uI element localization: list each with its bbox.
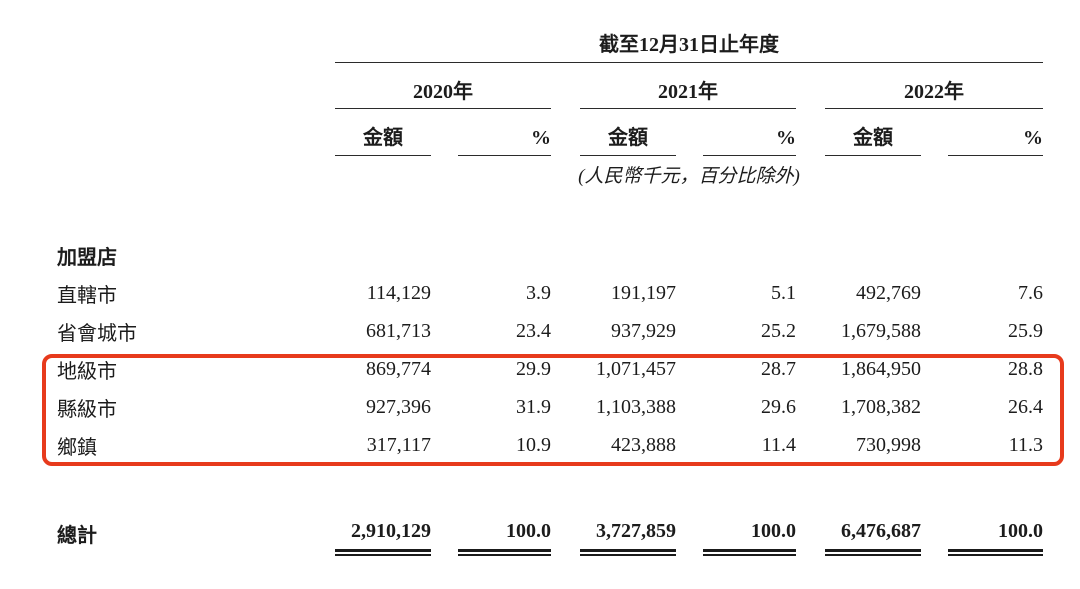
year-header-2021: 2021年 [580, 63, 796, 109]
pct-2020: 29.9 [516, 357, 551, 380]
total-pct-2021: 100.0 [703, 514, 796, 556]
amount-2020: 114,129 [366, 281, 431, 304]
table-header-years: 2020年 2021年 2022年 [40, 63, 1043, 109]
year-header-2020: 2020年 [335, 63, 551, 109]
section-header-row: 加盟店 [40, 236, 1043, 274]
pct-header-2021: % [703, 109, 796, 156]
section-label: 加盟店 [57, 246, 117, 269]
pct-2021: 29.6 [761, 395, 796, 418]
pct-header-2022: % [948, 109, 1043, 156]
table-row-highlighted: 地級市 869,774 29.9 1,071,457 28.7 1,864,95… [40, 350, 1043, 388]
total-pct-2020: 100.0 [458, 514, 551, 556]
pct-2021: 25.2 [761, 319, 796, 342]
amount-2022: 730,998 [856, 433, 921, 456]
pct-2020: 10.9 [516, 433, 551, 456]
table-row-highlighted: 縣級市 927,396 31.9 1,103,388 29.6 1,708,38… [40, 388, 1043, 426]
total-amount-2021: 3,727,859 [580, 514, 676, 556]
total-amount-2020: 2,910,129 [335, 514, 431, 556]
amount-2020: 317,117 [366, 433, 431, 456]
total-label: 總計 [57, 524, 97, 547]
amount-2021: 191,197 [611, 281, 676, 304]
table-header-columns: 金額 % 金額 % 金額 % [40, 109, 1043, 156]
amount-2020: 927,396 [366, 395, 431, 418]
total-pct-2022: 100.0 [948, 514, 1043, 556]
amount-2021: 1,071,457 [596, 357, 676, 380]
amount-2022: 1,679,588 [841, 319, 921, 342]
amount-2022: 1,864,950 [841, 357, 921, 380]
amount-2022: 492,769 [856, 281, 921, 304]
spacer [40, 464, 1043, 514]
pct-2020: 31.9 [516, 395, 551, 418]
amount-2022: 1,708,382 [841, 395, 921, 418]
row-label: 省會城市 [57, 322, 137, 345]
year-header-2022: 2022年 [825, 63, 1043, 109]
amount-2021: 1,103,388 [596, 395, 676, 418]
row-label: 縣級市 [57, 398, 117, 421]
amount-header-2020: 金額 [335, 109, 431, 156]
unit-note-row: (人民幣千元，百分比除外) [40, 156, 1043, 192]
spacer [40, 192, 1043, 236]
pct-2022: 11.3 [1008, 433, 1043, 456]
pct-header-2020: % [458, 109, 551, 156]
pct-2022: 28.8 [1008, 357, 1043, 380]
pct-2022: 25.9 [1008, 319, 1043, 342]
amount-2021: 423,888 [611, 433, 676, 456]
table-header-period: 截至12月31日止年度 [40, 28, 1043, 63]
pct-2020: 23.4 [516, 319, 551, 342]
row-label: 鄉鎮 [57, 436, 97, 459]
amount-2021: 937,929 [611, 319, 676, 342]
amount-2020: 681,713 [366, 319, 431, 342]
pct-2021: 11.4 [761, 433, 796, 456]
period-header: 截至12月31日止年度 [335, 28, 1043, 63]
total-row: 總計 2,910,129 100.0 3,727,859 100.0 6,476… [40, 514, 1043, 556]
pct-2022: 7.6 [1018, 281, 1043, 304]
row-label: 地級市 [57, 360, 117, 383]
row-label: 直轄市 [57, 284, 117, 307]
amount-header-2021: 金額 [580, 109, 676, 156]
pct-2021: 5.1 [771, 281, 796, 304]
table-row-highlighted: 鄉鎮 317,117 10.9 423,888 11.4 730,998 11.… [40, 426, 1043, 464]
amount-header-2022: 金額 [825, 109, 921, 156]
pct-2021: 28.7 [761, 357, 796, 380]
pct-2020: 3.9 [526, 281, 551, 304]
pct-2022: 26.4 [1008, 395, 1043, 418]
unit-note: (人民幣千元，百分比除外) [578, 166, 800, 187]
financial-table: 截至12月31日止年度 2020年 2021年 2022年 金額 % 金額 % … [40, 28, 1043, 556]
table-row: 直轄市 114,129 3.9 191,197 5.1 492,769 7.6 [40, 274, 1043, 312]
amount-2020: 869,774 [366, 357, 431, 380]
total-amount-2022: 6,476,687 [825, 514, 921, 556]
table-row: 省會城市 681,713 23.4 937,929 25.2 1,679,588… [40, 312, 1043, 350]
